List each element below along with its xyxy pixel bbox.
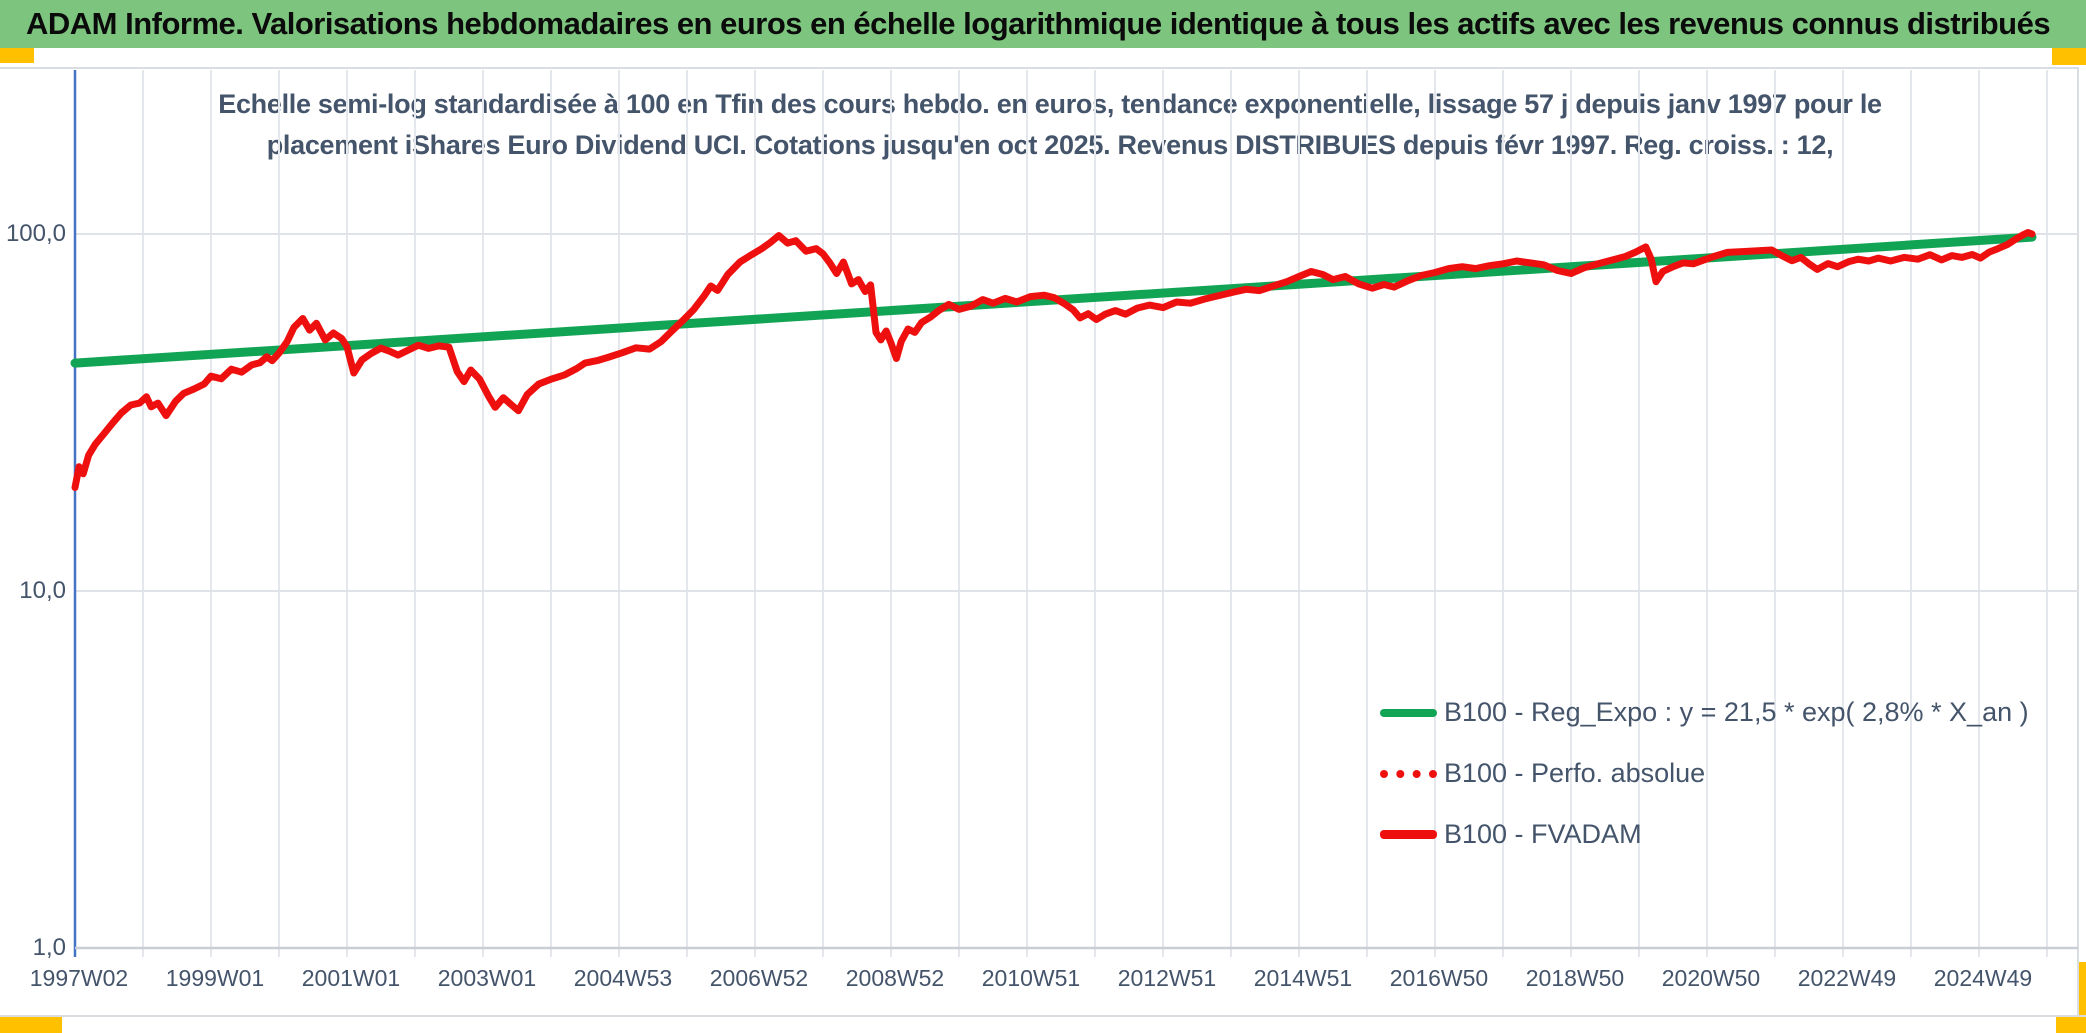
- chart-frame-top: [0, 67, 2078, 69]
- accent-right-strip: [2077, 962, 2086, 1033]
- accent-bottom-left: [0, 1017, 62, 1033]
- x-tick-label: 1999W01: [165, 965, 265, 991]
- chart-title-line1: Echelle semi-log standardisée à 100 en T…: [218, 89, 1882, 119]
- accent-top-left: [0, 48, 34, 63]
- x-tick-label: 2022W49: [1797, 965, 1897, 991]
- y-tick-label: 10,0: [19, 577, 66, 604]
- x-tick-label: 2024W49: [1933, 965, 2033, 991]
- header-bar: ADAM Informe. Valorisations hebdomadaire…: [0, 0, 2086, 48]
- x-tick-label: 2004W53: [573, 965, 673, 991]
- legend-entry-reg-expo: B100 - Reg_Expo : y = 21,5 * exp( 2,8% *…: [1380, 682, 2029, 743]
- legend-entry-fvadam: B100 - FVADAM: [1380, 804, 2029, 865]
- red-line-sample-icon: [1380, 830, 1437, 839]
- chart-frame-right: [2077, 67, 2079, 1015]
- trend-line-sample-icon: [1380, 708, 1437, 717]
- legend-label: B100 - Perfo. absolue: [1444, 758, 1706, 788]
- x-tick-label: 2018W50: [1525, 965, 1625, 991]
- x-tick-label: 2001W01: [301, 965, 401, 991]
- x-tick-label: 2012W51: [1117, 965, 1217, 991]
- legend-entry-perfo-absolue: B100 - Perfo. absolue: [1380, 743, 2029, 804]
- y-tick-label: 100,0: [5, 220, 66, 247]
- x-tick-label: 2016W50: [1389, 965, 1489, 991]
- accent-bottom-right: [2056, 1017, 2086, 1033]
- price-series-line: [71, 229, 2036, 491]
- x-tick-label: 2003W01: [437, 965, 537, 991]
- x-tick-label: 2006W52: [709, 965, 809, 991]
- chart-title: Echelle semi-log standardisée à 100 en T…: [200, 84, 1900, 166]
- accent-top-right: [2052, 48, 2086, 65]
- dotted-line-sample-icon: [1380, 769, 1437, 778]
- x-tick-label: 2008W52: [845, 965, 945, 991]
- header-title: ADAM Informe. Valorisations hebdomadaire…: [26, 6, 2051, 41]
- x-tick-label: 1997W02: [29, 965, 129, 991]
- x-tick-label: 2014W51: [1253, 965, 1353, 991]
- x-tick-label: 2020W50: [1661, 965, 1761, 991]
- x-tick-label: 2010W51: [981, 965, 1081, 991]
- chart-title-line2: placement iShares Euro Dividend UCI. Cot…: [266, 130, 1834, 160]
- y-tick-label: 1,0: [32, 934, 66, 961]
- legend-label: B100 - Reg_Expo : y = 21,5 * exp( 2,8% *…: [1444, 697, 2029, 727]
- legend: B100 - Reg_Expo : y = 21,5 * exp( 2,8% *…: [1380, 682, 2029, 865]
- chart-frame-bottom: [0, 1015, 2086, 1017]
- legend-label: B100 - FVADAM: [1444, 819, 1642, 849]
